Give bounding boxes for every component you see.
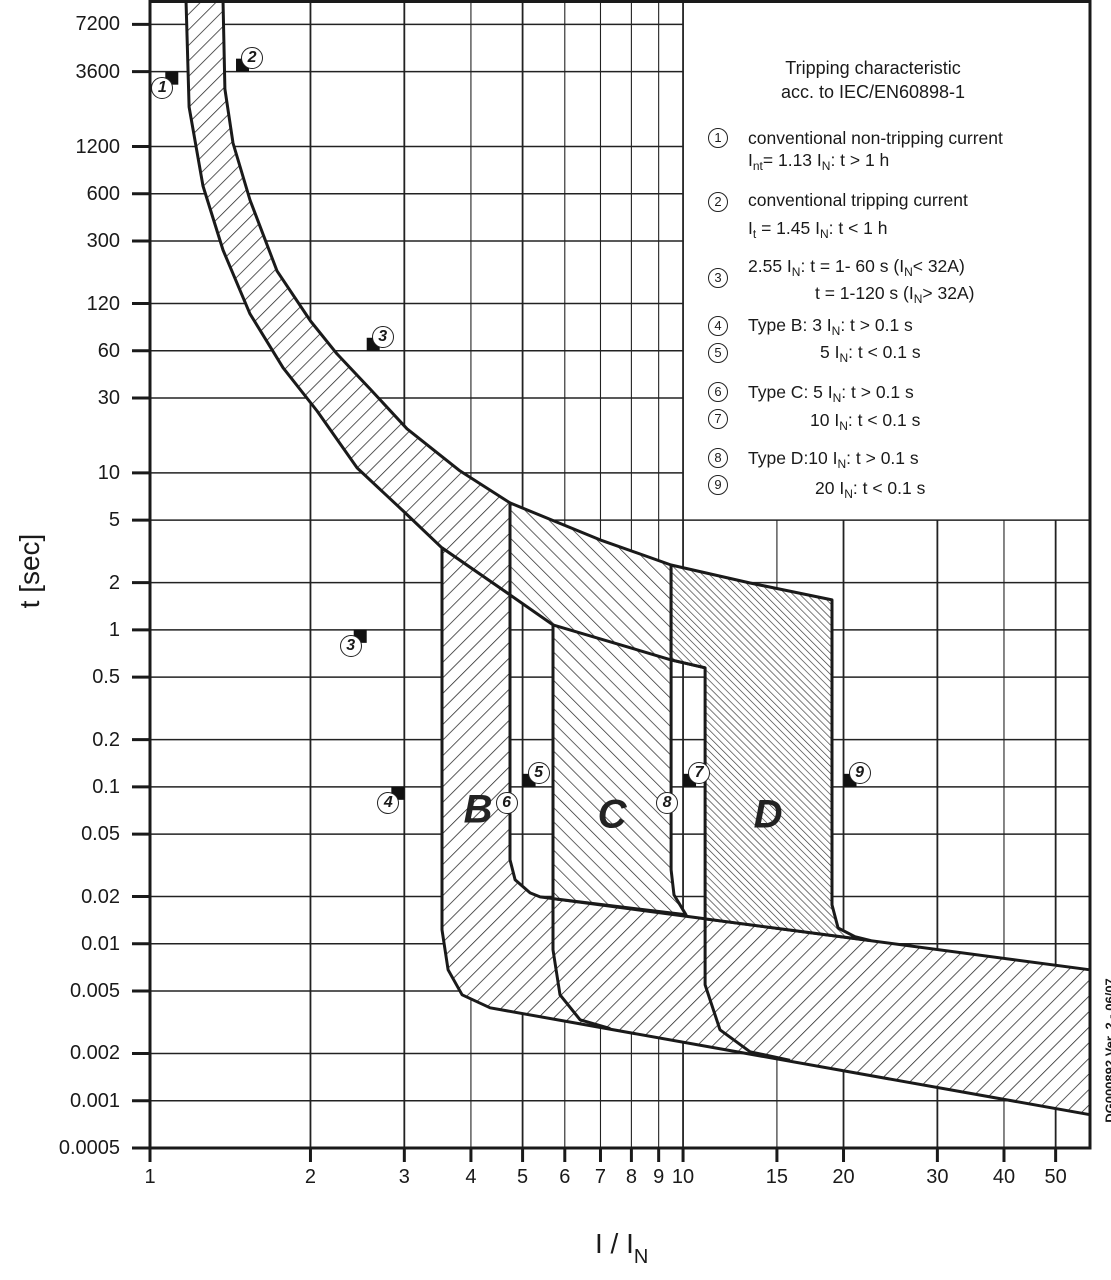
region-thermal bbox=[184, 0, 512, 597]
C-instantaneous-curve bbox=[551, 898, 611, 1031]
marker-flag-3 bbox=[366, 337, 380, 351]
thermal-lower-line bbox=[552, 623, 706, 670]
boundary-curves bbox=[551, 623, 791, 1062]
marker-flag-9 bbox=[843, 773, 857, 787]
tripping-regions bbox=[184, 0, 1092, 1117]
D-instantaneous-curve bbox=[703, 918, 791, 1062]
axis-ticks bbox=[132, 22, 1058, 1162]
marker-flag-2 bbox=[236, 58, 250, 72]
marker-flag-4 bbox=[391, 786, 405, 800]
marker-flag-7 bbox=[683, 773, 697, 787]
plot-frame bbox=[148, 0, 1092, 1150]
region-D bbox=[669, 563, 872, 942]
region-C bbox=[508, 501, 688, 917]
marker-flag-3 bbox=[353, 629, 367, 643]
marker-flag-1 bbox=[165, 71, 179, 85]
marker-flag-5 bbox=[522, 773, 536, 787]
